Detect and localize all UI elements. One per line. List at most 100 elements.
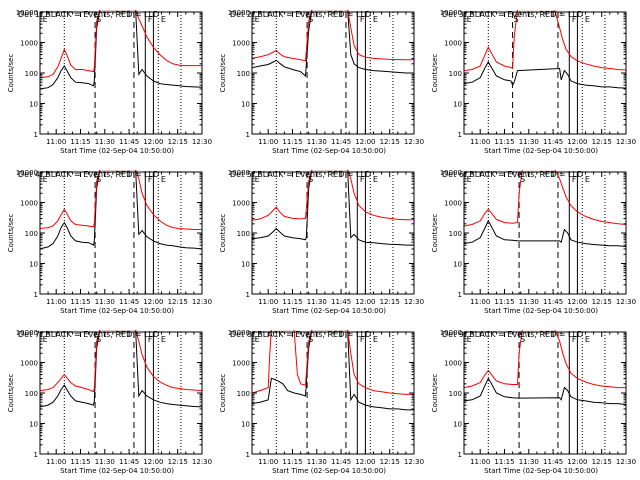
panel-title: Det 6f BLACK = Events, RED = LLD (442, 170, 583, 179)
y-tick-label: 1000 (444, 360, 462, 368)
marker-letter: F (360, 15, 365, 24)
marker-letter: S (96, 175, 101, 184)
x-tick-label: 11:00 (46, 298, 66, 306)
x-axis-label: Start Time (02-Sep-04 10:50:00) (60, 467, 174, 475)
x-tick-label: 12:15 (380, 138, 400, 146)
x-tick-label: 11:00 (258, 458, 278, 466)
series-group (252, 10, 414, 78)
y-tick-label: 1 (458, 451, 462, 459)
x-tick-label: 11:45 (331, 298, 351, 306)
x-tick-label: 11:30 (519, 138, 539, 146)
events-series-line (464, 219, 626, 247)
marker-letter: E (585, 15, 590, 24)
marker-letter: F (148, 175, 153, 184)
x-tick-label: 11:30 (307, 458, 327, 466)
x-tick-label: 11:15 (70, 138, 90, 146)
y-tick-label: 10 (241, 101, 250, 109)
y-tick-label: 10000 (440, 329, 462, 337)
lld-series-line (464, 330, 626, 389)
marker-letter: E (43, 15, 48, 24)
y-tick-label: 1000 (444, 200, 462, 208)
x-tick-label: 11:15 (494, 298, 514, 306)
x-axis-label: Start Time (02-Sep-04 10:50:00) (272, 467, 386, 475)
x-tick-label: 11:15 (282, 458, 302, 466)
x-tick-label: 11:00 (258, 298, 278, 306)
y-tick-label: 1 (34, 131, 38, 139)
detector-panel: 1 10 100 1000 10000 11:00 11:15 11:30 11:45 12:00… (431, 169, 636, 315)
x-tick-label: 11:45 (119, 458, 139, 466)
x-tick-label: 11:45 (119, 298, 139, 306)
x-tick-label: 11:00 (46, 138, 66, 146)
y-axis-label: Counts/sec (431, 214, 439, 253)
y-tick-label: 1 (246, 291, 250, 299)
lld-series-line (40, 330, 202, 393)
y-tick-label: 1 (458, 131, 462, 139)
x-tick-label: 11:45 (543, 138, 563, 146)
detector-panel: 1 10 100 1000 10000 11:00 11:15 11:30 11:45 12:00… (219, 329, 424, 475)
y-tick-label: 10000 (228, 169, 250, 177)
detector-panel: 1 10 100 1000 10000 11:00 11:15 11:30 11:45 12:00… (431, 329, 636, 475)
y-tick-label: 100 (237, 390, 250, 398)
y-tick-label: 1000 (232, 40, 250, 48)
x-axis-label: Start Time (02-Sep-04 10:50:00) (60, 307, 174, 315)
x-tick-label: 11:30 (95, 138, 115, 146)
lld-series-line (40, 10, 202, 79)
lld-series-line (40, 170, 202, 230)
y-tick-label: 100 (449, 390, 462, 398)
events-series-line (252, 10, 414, 78)
marker-letter: E (161, 335, 166, 344)
y-tick-label: 100 (25, 390, 38, 398)
marker-letter: E (255, 335, 260, 344)
marker-letter: E (467, 335, 472, 344)
x-tick-label: 12:15 (592, 138, 612, 146)
marker-letter: S (520, 335, 525, 344)
x-tick-label: 12:00 (567, 298, 587, 306)
series-group (40, 170, 202, 250)
y-tick-label: 10000 (16, 9, 38, 17)
marker-letter: E (255, 175, 260, 184)
x-tick-label: 12:15 (380, 298, 400, 306)
panel-title: Det 3f BLACK = Events, RED = LLD (442, 10, 583, 19)
y-tick-label: 100 (25, 230, 38, 238)
x-tick-label: 11:00 (258, 138, 278, 146)
marker-letter: F (360, 175, 365, 184)
y-axis-label: Counts/sec (219, 374, 227, 413)
x-tick-label: 11:00 (470, 458, 490, 466)
series-group (252, 330, 414, 411)
y-tick-label: 100 (449, 70, 462, 78)
x-tick-label: 11:30 (307, 298, 327, 306)
series-group (40, 10, 202, 90)
x-tick-label: 11:00 (470, 138, 490, 146)
detector-panel: 1 10 100 1000 10000 11:00 11:15 11:30 11:45 12:00… (431, 9, 636, 155)
marker-letter: E (373, 15, 378, 24)
marker-letter: S (96, 335, 101, 344)
marker-letter: F (572, 175, 577, 184)
marker-letter: E (585, 175, 590, 184)
x-tick-label: 11:45 (543, 458, 563, 466)
events-series-line (252, 170, 414, 246)
y-axis-label: Counts/sec (431, 374, 439, 413)
x-axis-label: Start Time (02-Sep-04 10:50:00) (272, 147, 386, 155)
y-tick-label: 100 (25, 70, 38, 78)
panel-title: Det 1f BLACK = Events, RED = LLD (18, 10, 159, 19)
y-tick-label: 10000 (228, 329, 250, 337)
x-tick-label: 12:00 (355, 298, 375, 306)
x-tick-label: 12:15 (592, 298, 612, 306)
y-tick-label: 10 (453, 101, 462, 109)
x-tick-label: 12:00 (143, 458, 163, 466)
y-tick-label: 1000 (232, 200, 250, 208)
x-tick-label: 11:30 (307, 138, 327, 146)
detector-panel: 1 10 100 1000 10000 11:00 11:15 11:30 11:45 12:00… (7, 9, 212, 155)
x-axis-label: Start Time (02-Sep-04 10:50:00) (484, 147, 598, 155)
x-tick-label: 11:15 (70, 458, 90, 466)
series-group (464, 330, 626, 405)
lld-series-line (252, 10, 414, 62)
panel-title: Det 5f BLACK = Events, RED = LLD (230, 170, 371, 179)
detector-panel: 1 10 100 1000 10000 11:00 11:15 11:30 11:45 12:00… (219, 9, 424, 155)
x-tick-label: 11:45 (543, 298, 563, 306)
marker-letter: S (514, 15, 519, 24)
series-group (40, 330, 202, 408)
marker-letter: S (308, 335, 313, 344)
y-tick-label: 10 (29, 421, 38, 429)
